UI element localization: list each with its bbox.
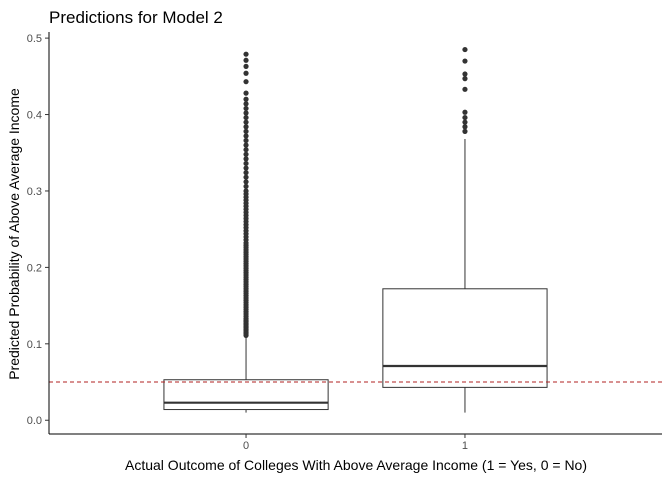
y-tick-label: 0.5 — [27, 33, 42, 45]
outlier-point — [243, 51, 249, 57]
y-axis-title: Predicted Probability of Above Average I… — [6, 88, 22, 380]
outlier-point — [243, 174, 249, 180]
outlier-point — [243, 128, 249, 134]
outlier-point — [243, 142, 249, 148]
plot-area: 0.0 0.1 0.2 0.3 0.4 0.5 0 1 — [27, 32, 662, 452]
outlier-point — [243, 90, 249, 96]
outlier-point — [243, 110, 249, 116]
outlier-point — [462, 119, 468, 125]
outlier-point — [462, 76, 468, 82]
y-tick-label: 0.4 — [27, 110, 42, 122]
y-tick-label: 0.2 — [27, 262, 42, 274]
outlier-point — [243, 124, 249, 130]
outlier-point — [462, 71, 468, 77]
x-axis-title: Actual Outcome of Colleges With Above Av… — [125, 457, 587, 473]
box-group-0 — [163, 51, 329, 413]
box — [163, 379, 329, 411]
outlier-point — [243, 160, 249, 167]
outlier-point — [462, 58, 468, 64]
outlier-point — [243, 114, 249, 121]
outlier-point — [243, 151, 249, 157]
outlier-point — [243, 101, 249, 107]
y-tick-label: 0.3 — [27, 186, 42, 198]
outlier-point — [243, 188, 249, 194]
chart-title: Predictions for Model 2 — [49, 8, 223, 27]
x-tick-label: 0 — [243, 440, 249, 452]
outlier-point — [243, 183, 249, 189]
outlier-point — [243, 179, 249, 185]
outlier-point — [462, 114, 468, 121]
outlier-point — [243, 96, 249, 102]
outlier-point — [243, 147, 249, 153]
y-tick-label: 0.0 — [27, 415, 42, 427]
box — [382, 288, 548, 388]
outlier-point — [243, 165, 249, 171]
outlier-point — [243, 156, 249, 162]
outlier-point — [243, 57, 249, 63]
outlier-point — [462, 124, 468, 130]
outlier-point — [243, 119, 249, 125]
outlier-point — [243, 105, 249, 112]
outlier-point — [462, 128, 468, 134]
x-tick-label: 1 — [462, 440, 468, 452]
outlier-point — [243, 63, 249, 69]
y-tick-label: 0.1 — [27, 339, 42, 351]
outlier-point — [462, 46, 468, 53]
outlier-point — [243, 133, 249, 139]
outlier-point — [462, 86, 468, 92]
outlier-point — [243, 137, 249, 144]
outlier-point — [243, 70, 249, 76]
outlier-point — [462, 109, 468, 115]
outlier-point — [243, 79, 249, 85]
box-group-1 — [382, 46, 548, 413]
outlier-point — [243, 170, 249, 176]
